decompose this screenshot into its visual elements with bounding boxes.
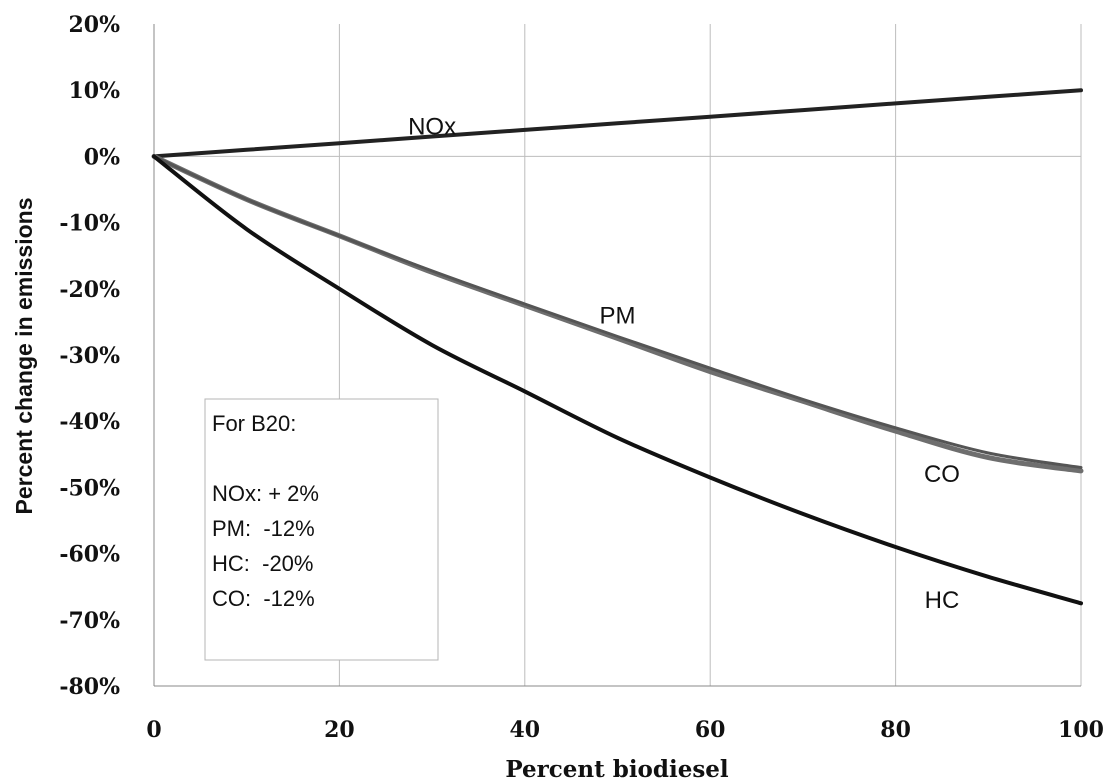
series-label-hc: HC bbox=[925, 587, 960, 614]
series-layer bbox=[151, 88, 1084, 606]
y-tick-label: -50% bbox=[59, 475, 120, 501]
x-tick-label: 20 bbox=[324, 717, 355, 743]
series-line-hc bbox=[152, 154, 1083, 606]
x-tick-label: 80 bbox=[880, 717, 911, 743]
note-line: NOx: + 2% bbox=[212, 481, 319, 506]
y-tick-label: 0% bbox=[84, 144, 120, 170]
grid-lines bbox=[154, 24, 1082, 686]
series-label-co: CO bbox=[924, 461, 960, 488]
y-tick-label: 10% bbox=[68, 78, 120, 104]
note-box: For B20: NOx: + 2% PM: -12% HC: -20% CO: -12… bbox=[204, 398, 439, 661]
series-line-co bbox=[152, 154, 1083, 469]
note-box-frame bbox=[204, 398, 439, 661]
y-tick-label: -80% bbox=[59, 674, 120, 700]
series-label-nox: NOx bbox=[408, 114, 456, 141]
x-axis-title: Percent biodiesel bbox=[505, 756, 729, 783]
y-tick-label: -10% bbox=[59, 211, 120, 237]
axes bbox=[153, 24, 1081, 687]
series-label-pm: PM bbox=[600, 302, 636, 329]
note-line: CO: -12% bbox=[212, 586, 315, 611]
y-tick-label: 20% bbox=[68, 12, 120, 38]
y-tick-label: -70% bbox=[59, 608, 120, 634]
y-tick-label: -60% bbox=[59, 542, 120, 568]
note-line: For B20: bbox=[212, 411, 296, 436]
y-tick-label: -40% bbox=[59, 409, 120, 435]
x-tick-label: 100 bbox=[1058, 717, 1104, 743]
series-line-nox bbox=[152, 88, 1083, 159]
y-tick-label: -30% bbox=[59, 343, 120, 369]
tick-labels: 20% 10% 0% -10% -20% -30% -40% -50% -60% -70% -80%… bbox=[59, 12, 1104, 743]
x-tick-label: 40 bbox=[509, 717, 540, 743]
note-line: PM: -12% bbox=[212, 516, 315, 541]
note-line: HC: -20% bbox=[212, 551, 313, 576]
y-tick-label: -20% bbox=[59, 277, 120, 303]
series-labels: NOx PM CO HC bbox=[408, 114, 960, 614]
x-tick-label: 0 bbox=[146, 717, 161, 743]
y-axis-title: Percent change in emissions bbox=[11, 197, 37, 514]
x-tick-label: 60 bbox=[695, 717, 726, 743]
